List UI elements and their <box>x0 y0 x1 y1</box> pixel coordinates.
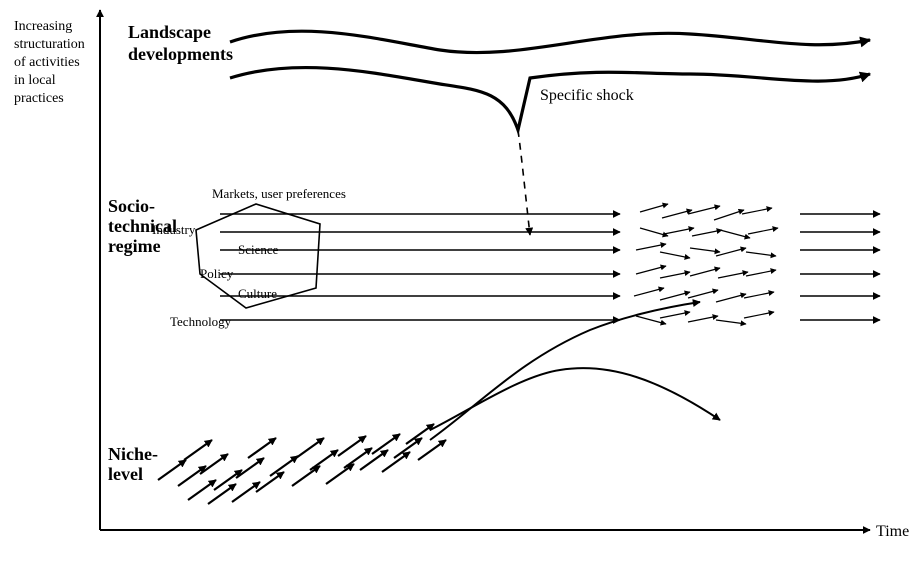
shock-arrow <box>518 130 530 235</box>
niche-title: level <box>108 464 143 484</box>
specific-shock-label: Specific shock <box>540 87 634 104</box>
niche-arrow <box>326 464 354 484</box>
niche-arrow <box>292 466 320 486</box>
destabilization-arrow <box>716 320 746 324</box>
niche-arrow <box>382 452 410 472</box>
destabilization-arrow <box>688 316 718 322</box>
destabilization-arrow <box>716 248 746 256</box>
destabilization-arrow <box>744 312 774 318</box>
regime-track-label: Industry <box>152 222 196 237</box>
niche-arrow <box>338 436 366 456</box>
x-axis-label: Time <box>876 523 909 540</box>
y-axis-label: in local <box>14 73 56 88</box>
niche-arrow <box>394 438 422 458</box>
niche-arrow <box>418 440 446 460</box>
regime-track-label: Culture <box>238 286 277 301</box>
destabilization-arrow <box>716 294 746 302</box>
niche-title: Niche- <box>108 444 158 464</box>
destabilization-arrow <box>744 292 774 298</box>
niche-arrow <box>406 424 434 444</box>
destabilization-arrow <box>688 206 720 214</box>
destabilization-arrow <box>692 230 722 236</box>
destabilization-arrow <box>662 210 692 218</box>
destabilization-arrow <box>660 292 690 300</box>
destabilization-arrow <box>746 270 776 276</box>
niche-arrow <box>214 470 242 490</box>
landscape-wave-top <box>230 31 870 52</box>
destabilization-arrow <box>640 228 668 236</box>
y-axis-label: practices <box>14 91 64 106</box>
niche-arrow <box>310 450 338 470</box>
destabilization-arrow <box>660 312 690 318</box>
niche-arrow <box>178 466 206 486</box>
destabilization-arrow <box>720 230 750 238</box>
destabilization-arrow <box>660 252 690 258</box>
destabilization-arrow <box>634 288 664 296</box>
destabilization-arrow <box>636 244 666 250</box>
destabilization-arrow <box>714 210 744 220</box>
y-axis-label: of activities <box>14 55 80 70</box>
niche-arrow <box>158 460 186 480</box>
niche-arrow <box>248 438 276 458</box>
destabilization-arrow <box>746 252 776 256</box>
destabilization-arrow <box>690 248 720 252</box>
niche-arrow <box>200 454 228 474</box>
destabilization-arrow <box>660 272 690 278</box>
destabilization-arrow <box>742 208 772 214</box>
niche-arrow <box>188 480 216 500</box>
regime-title: Socio- <box>108 196 155 216</box>
destabilization-arrow <box>748 228 778 234</box>
regime-title: regime <box>108 236 161 256</box>
niche-arrow <box>296 438 324 458</box>
y-axis-label: Increasing <box>14 19 72 34</box>
destabilization-arrow <box>688 290 718 298</box>
regime-track-label: Markets, user preferences <box>212 186 346 201</box>
regime-track-label: Technology <box>170 314 232 329</box>
destabilization-arrow <box>640 204 668 212</box>
landscape-title: developments <box>128 44 233 64</box>
niche-path-down <box>430 368 720 430</box>
landscape-title: Landscape <box>128 22 211 42</box>
y-axis-label: structuration <box>14 37 85 52</box>
destabilization-arrow <box>664 228 694 234</box>
destabilization-arrow <box>690 268 720 276</box>
niche-arrow <box>184 440 212 460</box>
niche-arrow <box>236 458 264 478</box>
destabilization-arrow <box>636 266 666 274</box>
destabilization-arrow <box>718 272 748 278</box>
